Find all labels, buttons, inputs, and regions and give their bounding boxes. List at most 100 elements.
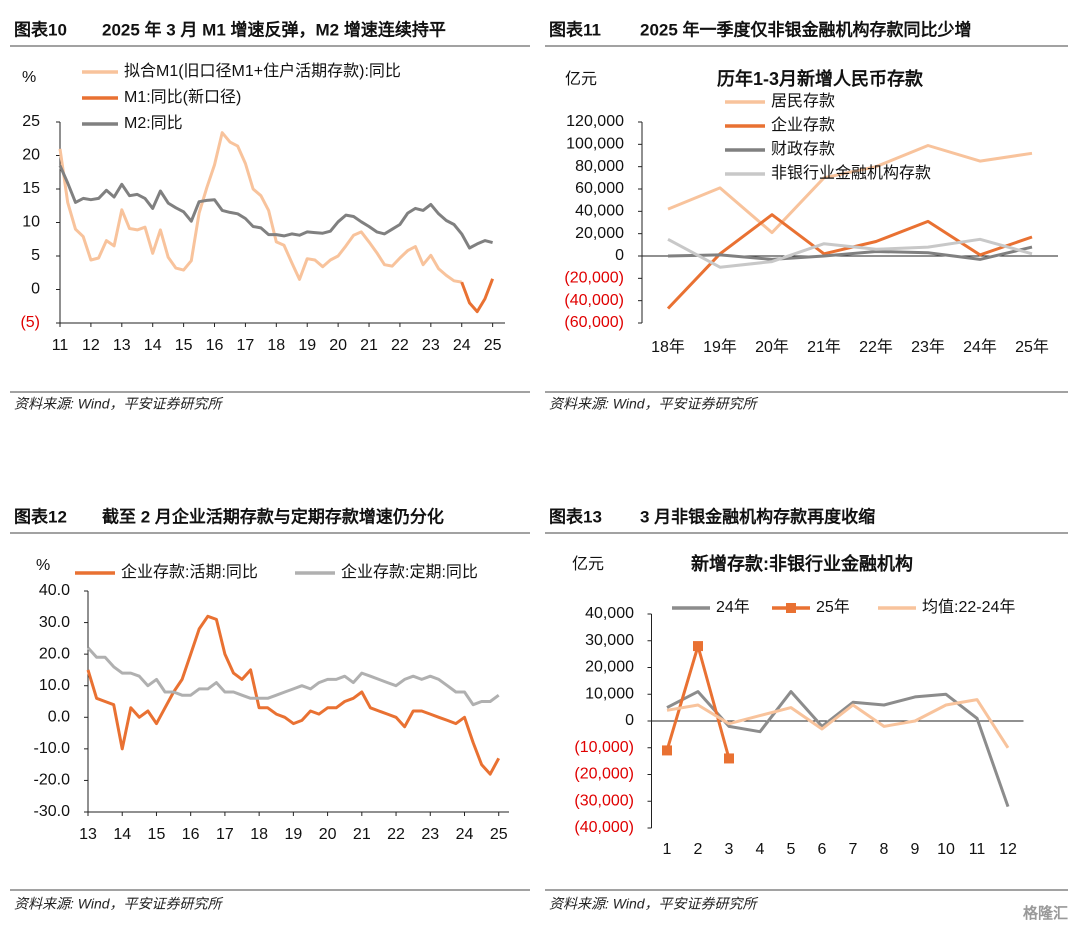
- y-tick-label: 0: [31, 281, 40, 298]
- x-tick-label: 19: [298, 337, 316, 354]
- heading: 3 月非银金融机构存款再度收缩: [640, 506, 875, 526]
- point-marker: [693, 641, 703, 652]
- legend-label: 非银行业金融机构存款: [771, 164, 931, 182]
- legend-label: 居民存款: [771, 92, 835, 110]
- y-tick-label: 10.0: [39, 677, 70, 694]
- figure-label: 图表13: [549, 506, 602, 526]
- x-tick-label: 14: [144, 337, 162, 354]
- chart-title: 历年1-3月新增人民币存款: [717, 68, 924, 89]
- y-tick-label: 20.0: [39, 645, 70, 662]
- x-tick-label: 5: [787, 841, 796, 858]
- x-tick-label: 17: [237, 337, 255, 354]
- y-tick-label: (30,000): [574, 792, 634, 809]
- x-tick-label: 11: [969, 841, 986, 858]
- x-tick-label: 22: [391, 337, 409, 354]
- legend-label: 企业存款:活期:同比: [121, 563, 258, 581]
- x-tick-label: 18年: [651, 338, 685, 356]
- x-tick-label: 14: [113, 826, 131, 843]
- x-tick-label: 19: [284, 826, 302, 843]
- x-tick-label: 19年: [703, 338, 737, 356]
- legend-label: 企业存款:定期:同比: [341, 563, 478, 581]
- y-tick-label: 80,000: [575, 158, 624, 175]
- x-tick-label: 25: [490, 826, 508, 843]
- heading: 截至 2 月企业活期存款与定期存款增速仍分化: [102, 506, 444, 526]
- legend-label: M2:同比: [124, 114, 183, 132]
- y-tick-label: 40.0: [39, 582, 70, 599]
- legend-label: M1:同比(新口径): [124, 88, 241, 106]
- x-tick-label: 22: [387, 826, 405, 843]
- x-tick-label: 25年: [1015, 338, 1049, 356]
- x-tick-label: 20: [329, 337, 347, 354]
- y-tick-label: 60,000: [575, 180, 624, 197]
- x-tick-label: 8: [880, 841, 889, 858]
- y-tick-label: 30.0: [39, 614, 70, 631]
- series-line: [58, 164, 493, 250]
- x-tick-label: 17: [216, 826, 234, 843]
- x-tick-label: 16: [182, 826, 200, 843]
- source: 资料来源: Wind，平安证券研究所: [14, 896, 224, 912]
- y-tick-label: (40,000): [564, 292, 624, 309]
- y-tick-label: -20.0: [34, 772, 71, 789]
- x-tick-label: 9: [911, 841, 920, 858]
- x-tick-label: 21年: [807, 338, 841, 356]
- y-tick-label: 20,000: [585, 659, 634, 676]
- y-tick-label: 0.0: [48, 709, 70, 726]
- x-tick-label: 15: [175, 337, 193, 354]
- y-tick-label: 40,000: [575, 203, 624, 220]
- x-tick-label: 6: [818, 841, 827, 858]
- x-tick-label: 13: [79, 826, 97, 843]
- y-unit: %: [36, 557, 50, 574]
- y-tick-label: (60,000): [564, 314, 624, 331]
- y-tick-label: 5: [31, 247, 40, 264]
- source: 资料来源: Wind，平安证券研究所: [14, 396, 224, 412]
- series-line: [460, 278, 495, 314]
- x-tick-label: 24年: [963, 338, 997, 356]
- source: 资料来源: Wind，平安证券研究所: [549, 896, 759, 912]
- y-tick-label: 40,000: [585, 605, 634, 622]
- x-tick-label: 21: [353, 826, 371, 843]
- point-marker: [724, 753, 734, 764]
- legend-label: 拟合M1(旧口径M1+住户活期存款):同比: [124, 62, 401, 80]
- y-tick-label: 30,000: [585, 632, 634, 649]
- series-line: [666, 698, 1010, 749]
- x-tick-label: 3: [725, 841, 734, 858]
- x-tick-label: 11: [52, 337, 69, 354]
- series-line: [666, 690, 1010, 808]
- y-unit: %: [22, 69, 36, 86]
- x-tick-label: 16: [206, 337, 224, 354]
- y-tick-label: (40,000): [574, 819, 634, 836]
- y-tick-label: 25: [22, 113, 40, 130]
- x-tick-label: 18: [267, 337, 285, 354]
- legend-label: 财政存款: [771, 140, 835, 158]
- legend-label: 均值:22-24年: [922, 598, 1015, 616]
- series-line: [666, 213, 1033, 310]
- y-unit: 亿元: [572, 555, 604, 573]
- y-tick-label: 100,000: [566, 136, 624, 153]
- x-tick-label: 23: [421, 826, 439, 843]
- series-line: [58, 131, 462, 284]
- x-tick-label: 23: [422, 337, 440, 354]
- y-tick-label: (5): [20, 314, 40, 331]
- y-tick-label: 120,000: [566, 113, 624, 130]
- source: 资料来源: Wind，平安证券研究所: [549, 396, 759, 412]
- figure-label: 图表12: [14, 506, 67, 526]
- heading: 2025 年一季度仅非银金融机构存款同比少增: [640, 19, 972, 39]
- x-tick-label: 21: [360, 337, 378, 354]
- legend-marker: [786, 603, 796, 613]
- chart-title: 新增存款:非银行业金融机构: [691, 553, 913, 574]
- y-unit: 亿元: [565, 70, 597, 88]
- x-tick-label: 24: [453, 337, 471, 354]
- x-tick-label: 4: [756, 841, 765, 858]
- series-line: [86, 646, 500, 707]
- x-tick-label: 10: [937, 841, 955, 858]
- y-tick-label: 20,000: [575, 225, 624, 242]
- y-tick-label: 10: [22, 214, 40, 231]
- x-tick-label: 12: [82, 337, 100, 354]
- y-tick-label: 20: [22, 147, 40, 164]
- figure-label: 图表11: [549, 19, 601, 39]
- series-line: [667, 237, 1033, 269]
- y-tick-label: (10,000): [574, 739, 634, 756]
- figure-label: 图表10: [14, 19, 67, 39]
- y-tick-label: 0: [615, 247, 624, 264]
